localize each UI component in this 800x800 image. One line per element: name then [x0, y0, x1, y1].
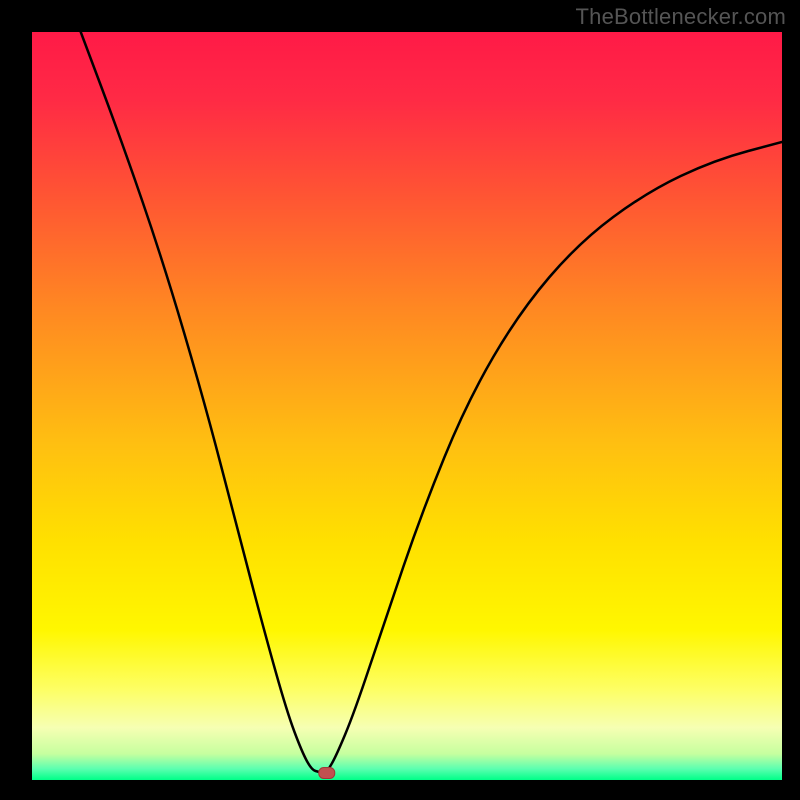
optimum-marker [319, 768, 335, 779]
chart-background [32, 32, 782, 780]
watermark-text: TheBottlenecker.com [576, 4, 786, 30]
chart-frame: TheBottlenecker.com [0, 0, 800, 800]
chart-svg [0, 0, 800, 800]
